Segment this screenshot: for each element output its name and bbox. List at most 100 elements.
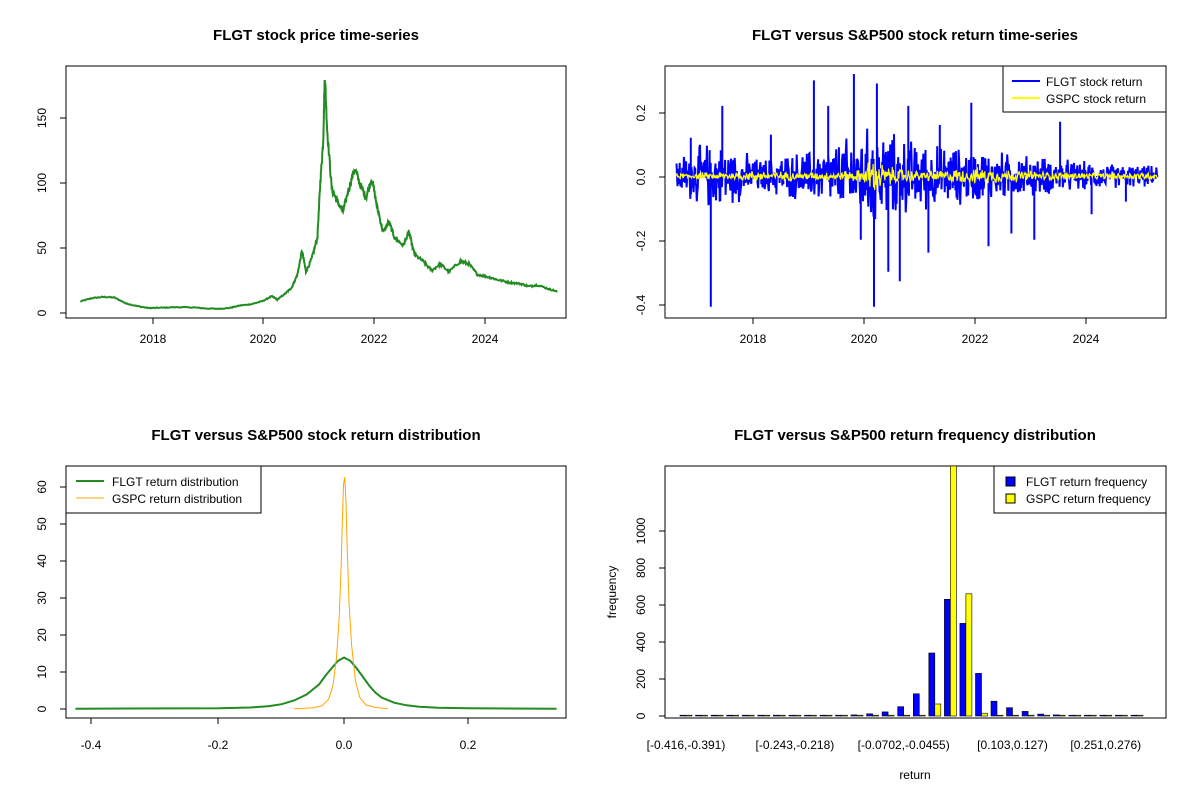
gspc-frequency-bar [872, 714, 879, 717]
flgt-frequency-bar [1068, 714, 1076, 717]
gspc-frequency-bar [1058, 714, 1066, 717]
panel4-y-tick-label: 400 [634, 632, 648, 652]
gspc-frequency-bar [701, 714, 708, 717]
panel4-y-tick-label: 800 [634, 558, 648, 578]
gspc-frequency-bar [1090, 714, 1097, 717]
panel3-y-axis: 0 10 20 30 40 50 60 [35, 480, 66, 712]
panel1-plot-frame [65, 65, 567, 319]
gspc-frequency-bar [965, 593, 973, 717]
panel4-legend-label-flgt: FLGT return frequency [1026, 475, 1147, 489]
flgt-density-line [75, 656, 557, 710]
panel4-legend: FLGT return frequency GSPC return freque… [993, 465, 1167, 514]
panel3-y-tick-label: 20 [35, 628, 49, 642]
panel3-y-tick-label: 50 [35, 517, 49, 531]
panel4-x-tick-label: [0.251,0.276) [1070, 738, 1141, 752]
flgt-frequency-bar [1115, 714, 1122, 717]
gspc-frequency-bar [763, 714, 771, 717]
panel4-y-tick-label: 200 [634, 669, 648, 689]
gspc-return-series-line [675, 155, 1158, 190]
panel3-x-tick-label: 0.0 [336, 738, 353, 752]
panel1-y-axis: 0 50 100 150 [35, 108, 66, 316]
panel1-x-tick-label: 2022 [361, 332, 388, 346]
gspc-frequency-bar [1074, 714, 1082, 717]
panel2-legend-label-flgt: FLGT stock return [1046, 75, 1142, 89]
gspc-frequency-bar [841, 714, 848, 717]
flgt-frequency-bar [1021, 711, 1029, 717]
panel2-y-tick-label: 0.0 [634, 168, 648, 185]
panel-return-distribution: FLGT versus S&P500 stock return distribu… [35, 427, 567, 752]
flgt-frequency-bar [679, 714, 687, 717]
gspc-frequency-bar [950, 465, 957, 717]
panel2-x-tick-label: 2020 [851, 332, 878, 346]
panel3-title: FLGT versus S&P500 stock return distribu… [151, 427, 480, 444]
panel3-x-tick-label: -0.4 [81, 738, 102, 752]
panel4-x-axis: [-0.416,-0.391) [-0.243,-0.218) [-0.0702,-… [647, 738, 1142, 752]
gspc-frequency-bar [794, 714, 802, 717]
panel3-y-tick-label: 0 [35, 705, 49, 712]
panel1-data-layer [80, 79, 558, 311]
panel4-legend-swatch-flgt [1005, 476, 1016, 487]
panel3-legend-box [65, 465, 262, 514]
panel2-plot-frame [664, 65, 1167, 319]
panel3-y-tick-label: 10 [35, 665, 49, 679]
panel1-y-tick-label: 50 [35, 241, 49, 255]
gspc-frequency-bar [996, 714, 1004, 717]
flgt-frequency-bar [1006, 707, 1013, 717]
panel3-x-tick-label: 0.2 [460, 738, 477, 752]
panel3-legend-label-gspc: GSPC return distribution [112, 492, 242, 506]
flgt-frequency-bar [897, 706, 905, 717]
panel3-legend: FLGT return distribution GSPC return dis… [65, 465, 262, 514]
price-series-line [80, 79, 558, 311]
flgt-frequency-bar [975, 673, 982, 717]
gspc-frequency-bar [716, 714, 724, 717]
panel3-y-tick-label: 60 [35, 480, 49, 494]
panel2-y-axis: -0.4 -0.2 0.0 0.2 [634, 104, 665, 315]
panel4-y-axis: 0 200 400 600 800 1000 frequency [605, 517, 665, 719]
panel1-y-tick-label: 100 [35, 173, 49, 193]
panel4-legend-label-gspc: GSPC return frequency [1026, 492, 1151, 506]
panel3-y-tick-label: 40 [35, 554, 49, 568]
flgt-frequency-bar [772, 714, 780, 717]
panel4-legend-swatch-gspc [1005, 493, 1016, 504]
panel-return-timeseries: FLGT versus S&P500 stock return time-ser… [634, 27, 1167, 346]
panel4-data-layer [679, 465, 1144, 717]
flgt-frequency-bar [726, 714, 733, 717]
panel-price-timeseries: FLGT stock price time-series 2018 2020 2… [35, 27, 567, 346]
gspc-frequency-bar [903, 714, 911, 717]
panel2-x-tick-label: 2018 [740, 332, 767, 346]
panel4-x-tick-label: [-0.0702,-0.0455) [858, 738, 950, 752]
gspc-frequency-bar [1027, 714, 1035, 717]
panel2-legend-label-gspc: GSPC stock return [1046, 92, 1146, 106]
flgt-frequency-bar [1052, 714, 1060, 717]
gspc-frequency-bar [934, 703, 942, 717]
flgt-frequency-bar [1099, 714, 1107, 717]
flgt-frequency-bar [710, 714, 718, 717]
panel2-y-tick-label: -0.2 [634, 230, 648, 251]
gspc-frequency-bar [1121, 714, 1128, 717]
gspc-density-line [294, 477, 388, 710]
flgt-frequency-bar [1130, 714, 1138, 717]
panel2-y-tick-label: -0.4 [634, 294, 648, 315]
panel1-x-tick-label: 2018 [140, 332, 167, 346]
gspc-frequency-bar [732, 714, 739, 717]
flgt-frequency-bar [695, 714, 702, 717]
panel4-title: FLGT versus S&P500 return frequency dist… [734, 427, 1096, 444]
gspc-frequency-bar [747, 714, 755, 717]
gspc-frequency-bar [778, 714, 786, 717]
panel2-title: FLGT versus S&P500 stock return time-ser… [752, 27, 1078, 44]
panel1-title: FLGT stock price time-series [213, 27, 419, 44]
flgt-frequency-bar [928, 652, 936, 717]
flgt-return-series-line [675, 74, 1159, 307]
gspc-frequency-bar [918, 714, 926, 717]
panel4-x-tick-label: [-0.416,-0.391) [647, 738, 726, 752]
gspc-frequency-bar [1012, 714, 1019, 717]
panel1-x-axis: 2018 2020 2022 2024 [140, 318, 499, 346]
gspc-frequency-bar [1136, 714, 1144, 717]
panel3-legend-label-flgt: FLGT return distribution [112, 475, 239, 489]
panel4-y-tick-label: 1000 [634, 517, 648, 544]
panel4-x-axis-title: return [899, 768, 930, 782]
gspc-frequency-bar [810, 714, 817, 717]
flgt-frequency-bar [912, 693, 920, 717]
